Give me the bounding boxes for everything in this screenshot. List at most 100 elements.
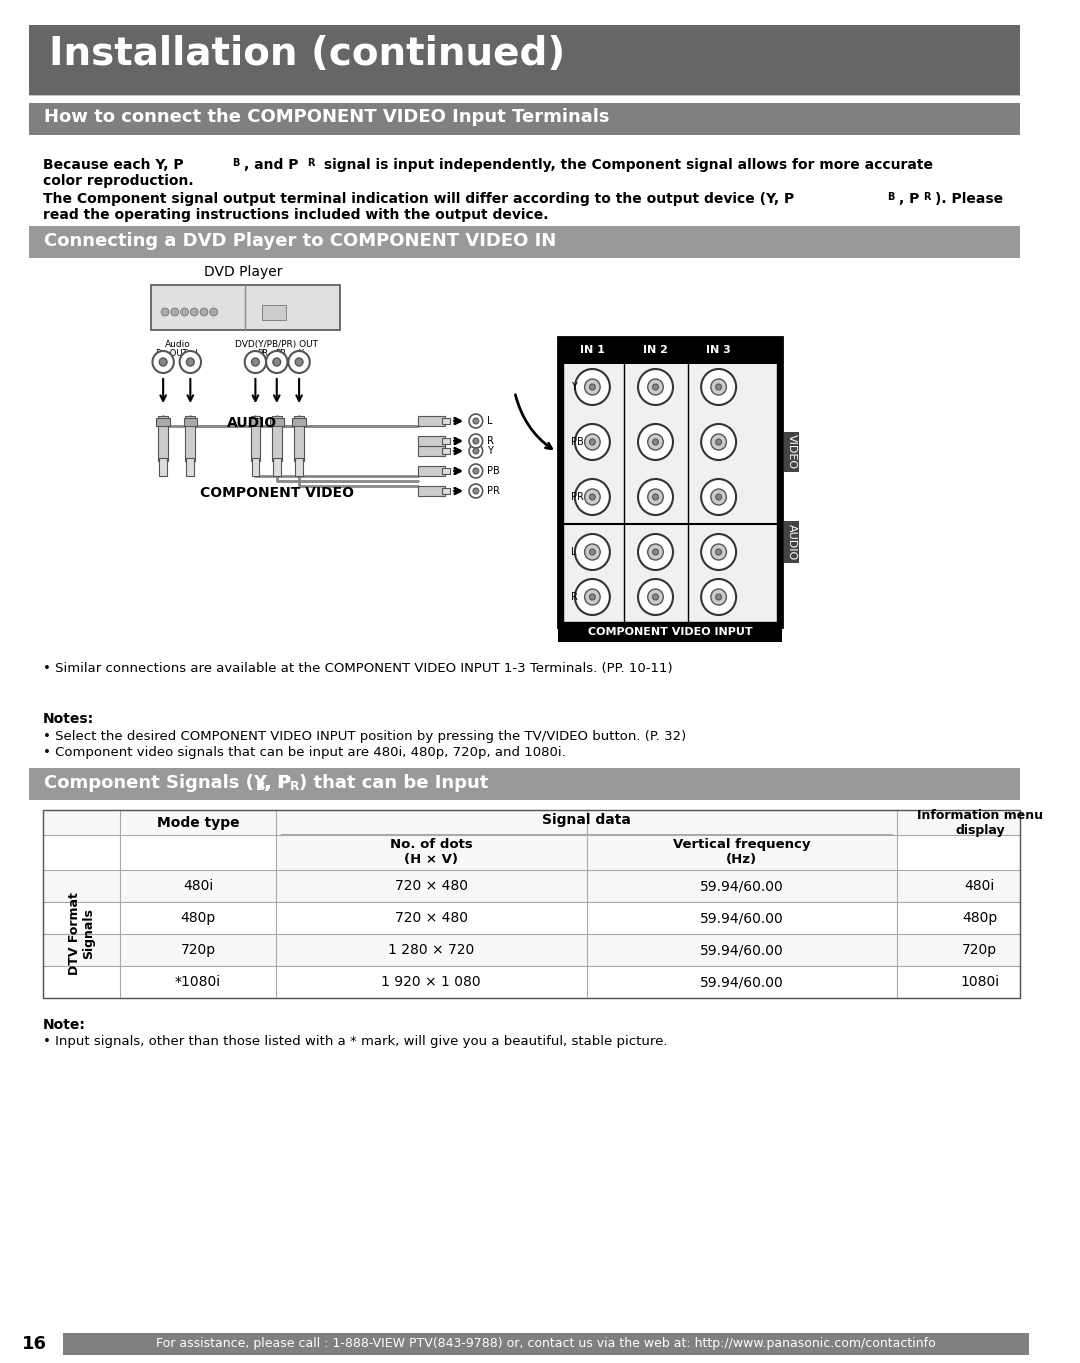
Text: PR: PR	[257, 349, 268, 358]
Circle shape	[469, 484, 483, 497]
Text: L: L	[487, 416, 492, 427]
Circle shape	[473, 448, 478, 454]
Circle shape	[638, 534, 673, 570]
Text: L: L	[571, 547, 577, 557]
Bar	[293, 418, 306, 427]
Text: PR: PR	[487, 487, 500, 496]
Text: Because each Y, P: Because each Y, P	[43, 158, 184, 172]
Text: , and P: , and P	[244, 158, 298, 172]
Bar	[564, 342, 777, 364]
Bar	[159, 458, 167, 476]
Circle shape	[701, 424, 737, 459]
Text: 720 × 480: 720 × 480	[394, 910, 468, 925]
Circle shape	[171, 308, 178, 316]
Bar	[29, 767, 1020, 800]
Circle shape	[590, 384, 595, 390]
Text: B: B	[255, 780, 265, 793]
Text: Notes:: Notes:	[43, 711, 94, 726]
Circle shape	[200, 308, 207, 316]
Bar	[558, 624, 782, 642]
Text: B: B	[888, 192, 895, 202]
Circle shape	[575, 369, 610, 405]
Circle shape	[711, 433, 727, 450]
Bar	[295, 458, 303, 476]
Text: Audio: Audio	[165, 339, 190, 349]
Circle shape	[152, 352, 174, 373]
Bar	[273, 458, 281, 476]
Circle shape	[584, 544, 600, 560]
Circle shape	[701, 369, 737, 405]
Bar	[43, 966, 1020, 998]
Text: 1 920 × 1 080: 1 920 × 1 080	[381, 975, 481, 990]
Text: 480p: 480p	[180, 910, 216, 925]
Circle shape	[652, 493, 659, 500]
Bar	[43, 810, 1020, 836]
Circle shape	[590, 493, 595, 500]
Bar	[187, 458, 194, 476]
Text: R: R	[571, 592, 578, 602]
Circle shape	[711, 544, 727, 560]
Bar	[43, 934, 1020, 966]
Text: COMPONENT VIDEO INPUT: COMPONENT VIDEO INPUT	[588, 627, 753, 637]
Text: color reproduction.: color reproduction.	[43, 174, 193, 188]
Text: 480p: 480p	[962, 910, 998, 925]
Bar	[442, 448, 449, 454]
Text: *1080i: *1080i	[175, 975, 221, 990]
Text: COMPONENT VIDEO: COMPONENT VIDEO	[200, 487, 354, 500]
Circle shape	[638, 478, 673, 515]
Circle shape	[652, 549, 659, 555]
Circle shape	[584, 589, 600, 605]
Bar	[275, 836, 897, 870]
Circle shape	[652, 594, 659, 600]
Circle shape	[295, 358, 303, 367]
Bar	[186, 416, 195, 461]
Text: PB: PB	[571, 438, 584, 447]
Bar	[43, 810, 1020, 836]
Text: R: R	[923, 192, 931, 202]
Circle shape	[159, 358, 167, 367]
Text: B: B	[232, 158, 240, 168]
Text: Note:: Note:	[43, 1018, 85, 1032]
Bar	[558, 337, 782, 627]
Circle shape	[701, 534, 737, 570]
Text: AUDIO: AUDIO	[228, 416, 278, 429]
Text: The Component signal output terminal indication will differ according to the out: The Component signal output terminal ind…	[43, 192, 794, 206]
Circle shape	[652, 384, 659, 390]
Bar	[157, 418, 170, 427]
Text: Vertical frequency
(Hz): Vertical frequency (Hz)	[673, 838, 811, 866]
Text: ) that can be Input: ) that can be Input	[299, 774, 488, 792]
Circle shape	[711, 589, 727, 605]
Text: 480i: 480i	[964, 879, 995, 893]
Bar	[43, 870, 1020, 902]
Circle shape	[245, 352, 266, 373]
Circle shape	[266, 352, 287, 373]
Circle shape	[638, 579, 673, 615]
Circle shape	[179, 352, 201, 373]
Bar	[43, 902, 1020, 934]
Text: 59.94/60.00: 59.94/60.00	[700, 975, 784, 990]
Circle shape	[648, 379, 663, 395]
Circle shape	[210, 308, 217, 316]
Text: PR: PR	[571, 492, 584, 502]
Bar	[29, 25, 1020, 95]
Circle shape	[648, 489, 663, 506]
Bar	[418, 436, 445, 446]
Bar	[248, 418, 262, 427]
Text: No. of dots
(H × V): No. of dots (H × V)	[390, 838, 473, 866]
Text: 59.94/60.00: 59.94/60.00	[700, 879, 784, 893]
Circle shape	[711, 489, 727, 506]
Text: • Input signals, other than those listed with a * mark, will give you a beautifu: • Input signals, other than those listed…	[43, 1035, 667, 1048]
Text: Y: Y	[571, 382, 577, 393]
Text: PB: PB	[274, 349, 286, 358]
Text: Signal data: Signal data	[542, 812, 631, 827]
Bar	[29, 226, 1020, 258]
Bar	[150, 285, 340, 330]
Bar	[29, 104, 1020, 135]
Bar	[418, 416, 445, 427]
Text: Installation (continued): Installation (continued)	[49, 35, 565, 74]
Bar	[43, 810, 1020, 998]
Circle shape	[648, 544, 663, 560]
Text: , P: , P	[900, 192, 920, 206]
Bar	[63, 1333, 1029, 1355]
Bar	[294, 416, 303, 461]
